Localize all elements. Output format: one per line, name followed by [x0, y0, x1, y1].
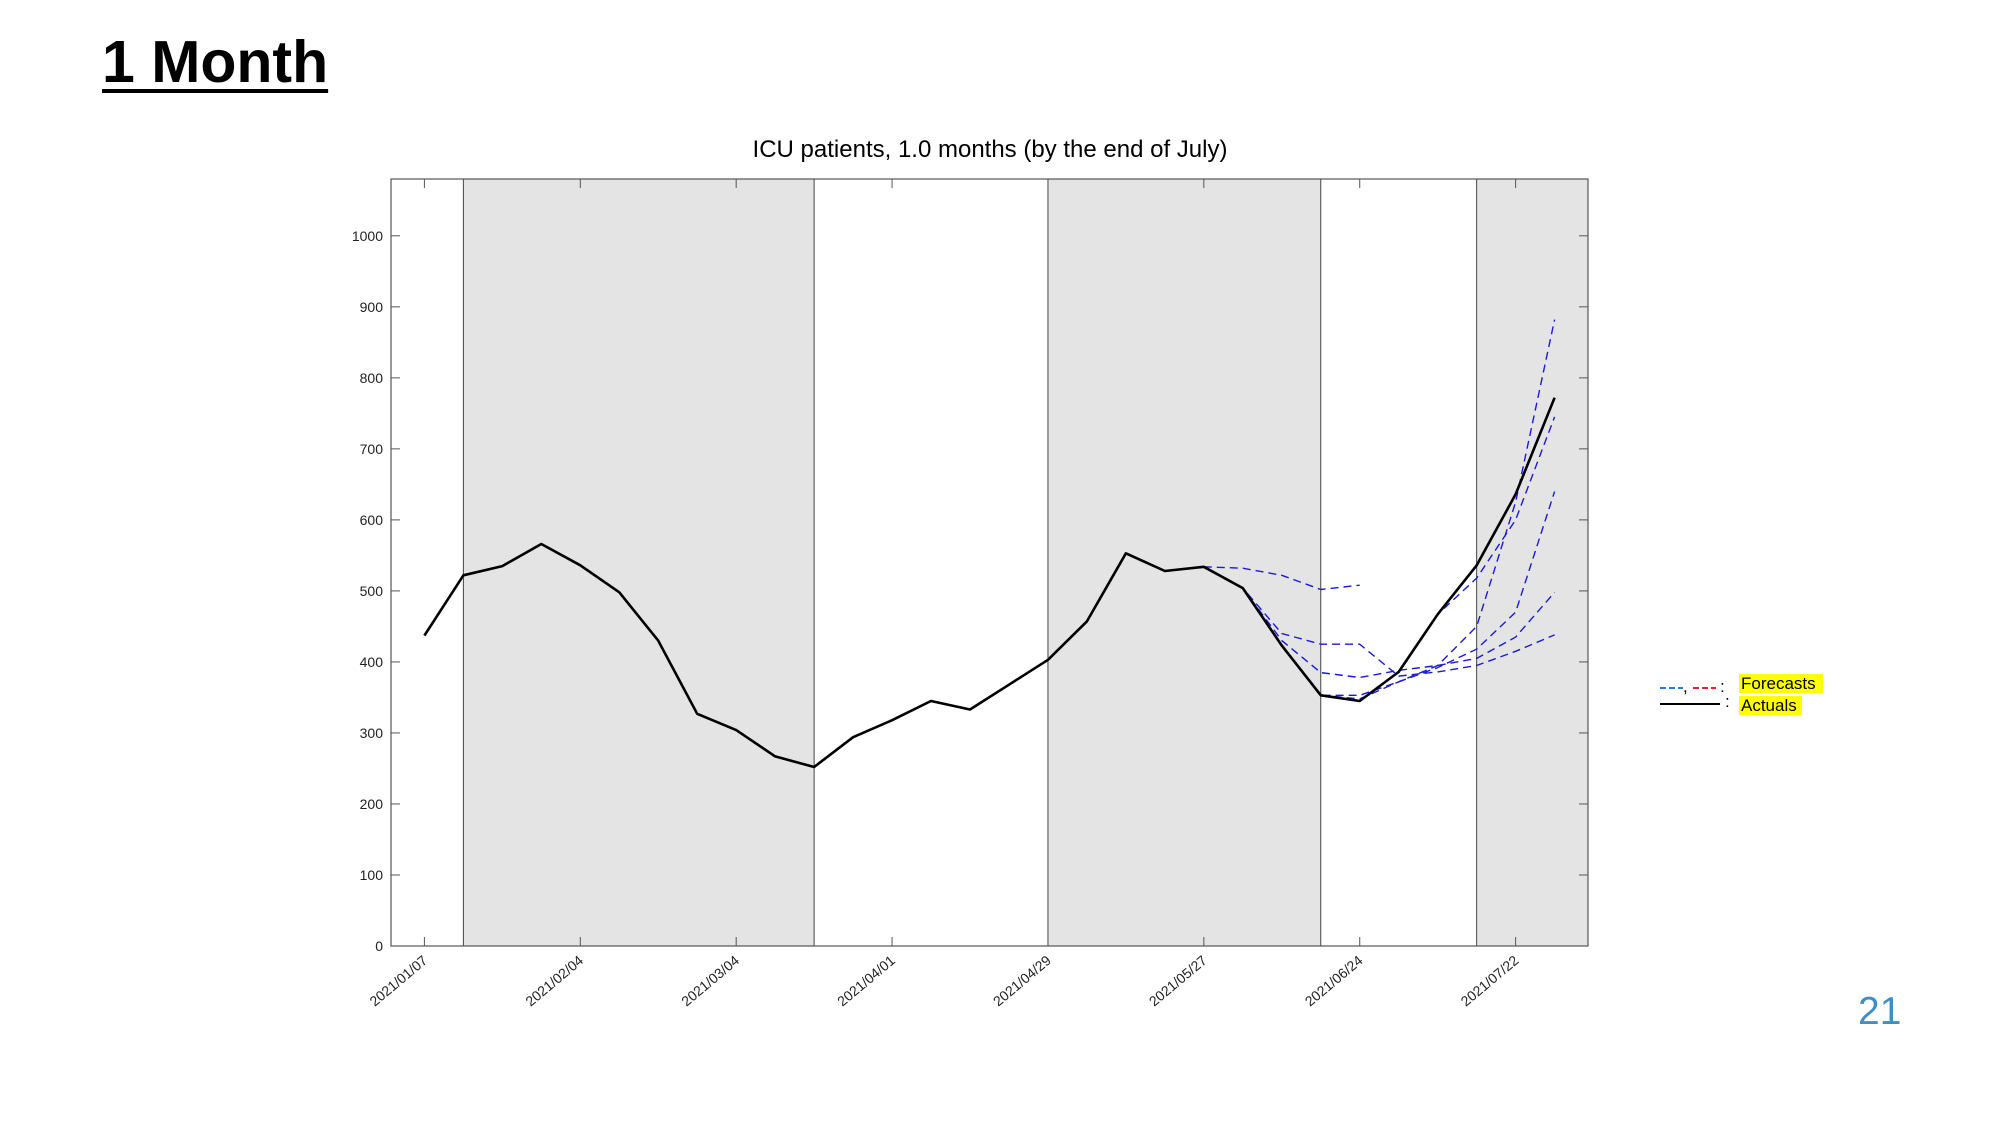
- legend-comma: ,: [1683, 677, 1688, 696]
- series-lines: [423, 319, 1556, 769]
- plot-frame: [390, 178, 1589, 947]
- period-boundaries: [462, 179, 1478, 946]
- legend-colon: :: [1720, 677, 1725, 696]
- shaded-period: [1476, 179, 1588, 946]
- forecast-series-line: [1203, 566, 1555, 677]
- x-tick-label: 2021/03/04: [678, 952, 742, 1009]
- y-tick-label: 300: [360, 725, 384, 741]
- y-tick-label: 400: [360, 654, 384, 670]
- shaded-period: [1047, 179, 1321, 946]
- x-tick-label: 2021/04/01: [834, 952, 898, 1009]
- y-tick-label: 1000: [352, 228, 383, 244]
- y-tick-label: 500: [360, 583, 384, 599]
- forecast-series-line: [1320, 319, 1556, 700]
- slide-title: 1 Month: [102, 29, 329, 95]
- x-tick-label: 2021/07/22: [1458, 952, 1522, 1009]
- legend-colon: :: [1725, 692, 1730, 711]
- x-tick-label: 2021/06/24: [1302, 952, 1366, 1009]
- legend-highlight-actuals: [1739, 696, 1802, 715]
- actual-series-line: [423, 397, 1556, 769]
- x-tick-label: 2021/05/27: [1146, 952, 1210, 1009]
- y-tick-label: 600: [360, 512, 384, 528]
- x-tick-label: 2021/01/07: [366, 952, 430, 1009]
- page-number: 21: [1858, 990, 1902, 1033]
- forecast-series-line: [1242, 587, 1556, 679]
- x-tick-label: 2021/04/29: [990, 952, 1054, 1009]
- legend: , : Forecasts : Actuals: [1660, 674, 1823, 715]
- y-tick-label: 100: [360, 867, 384, 883]
- y-tick-label: 200: [360, 796, 384, 812]
- y-tick-label: 900: [360, 299, 384, 315]
- forecast-series-line: [1203, 566, 1360, 591]
- y-tick-label: 700: [360, 441, 384, 457]
- y-tick-label: 0: [375, 938, 383, 954]
- shaded-period: [463, 179, 815, 946]
- legend-label-actuals: Actuals: [1741, 696, 1797, 715]
- y-tick-label: 800: [360, 370, 384, 386]
- shaded-periods: [463, 179, 1588, 946]
- chart-title: ICU patients, 1.0 months (by the end of …: [753, 136, 1228, 163]
- legend-label-forecasts: Forecasts: [1741, 674, 1816, 693]
- legend-highlight-forecasts: [1739, 674, 1823, 693]
- x-tick-label: 2021/02/04: [522, 952, 586, 1009]
